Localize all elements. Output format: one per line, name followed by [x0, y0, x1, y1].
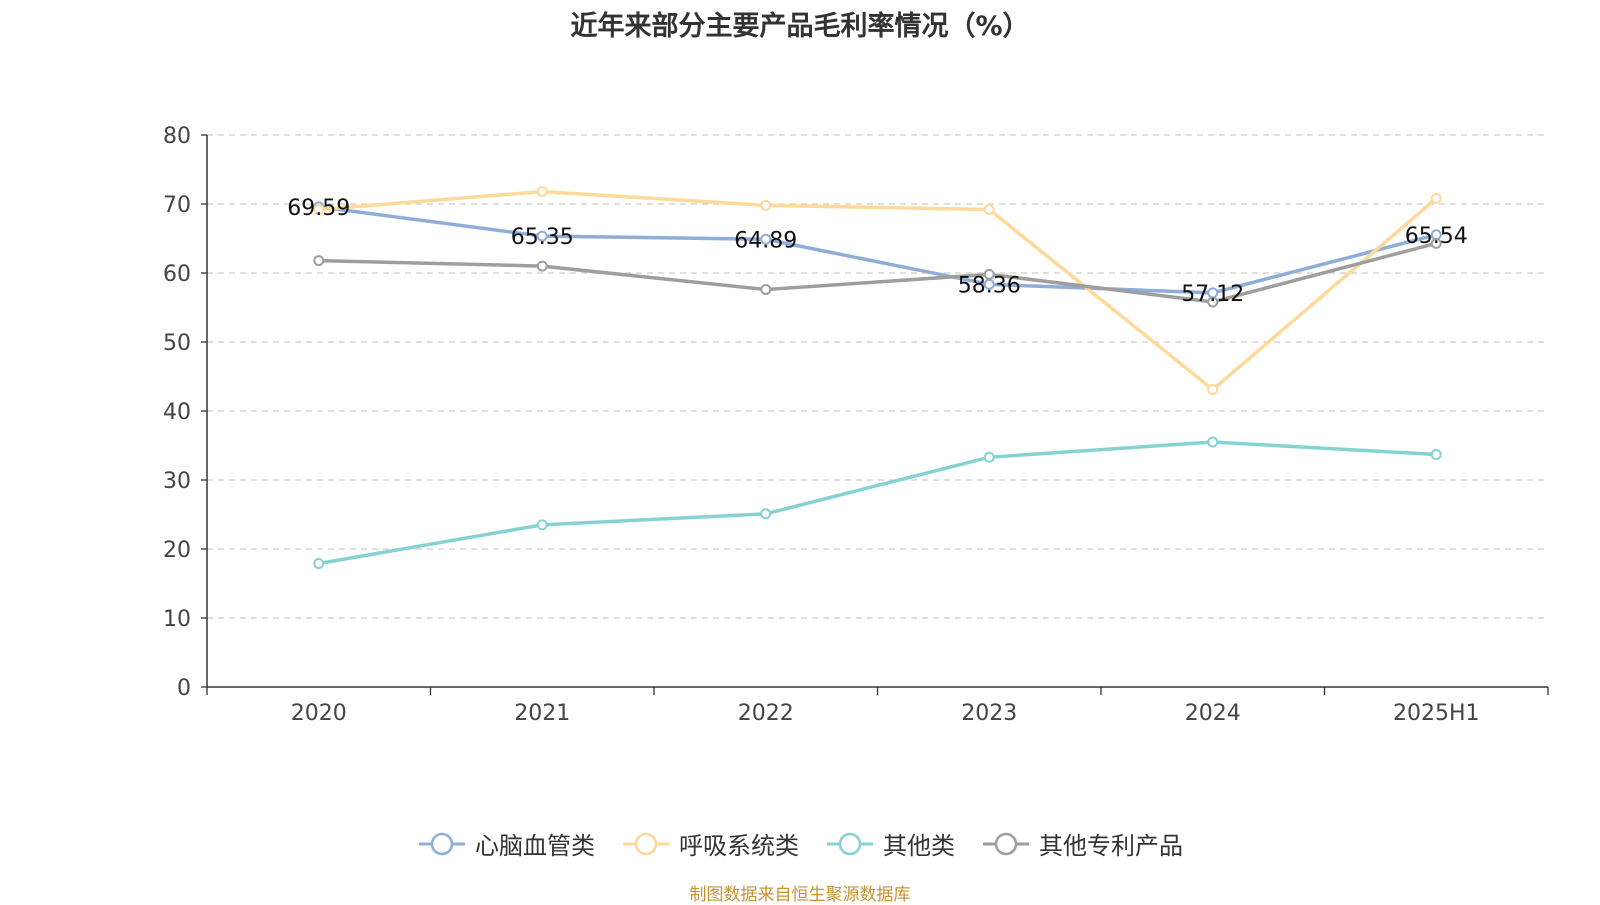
axes: 0 10 20 30 40 50 60 70 80 2020 2021 2022 2023 2024 202… [163, 124, 1549, 726]
y-tick-label: 80 [163, 124, 191, 149]
data-point [1207, 384, 1219, 396]
x-tick-label: 2023 [961, 701, 1017, 726]
data-point [536, 186, 548, 198]
series-line [317, 205, 1438, 295]
data-point [1207, 296, 1219, 308]
legend-label: 心脑血管类 [475, 832, 595, 860]
y-tick-label: 40 [163, 400, 191, 425]
legend-label: 其他专利产品 [1039, 832, 1183, 860]
legend-item[interactable]: 心脑血管类 [417, 826, 595, 861]
y-tick-label: 0 [177, 676, 191, 701]
data-point [760, 199, 772, 211]
data-point [1430, 448, 1442, 460]
series-line [317, 189, 1438, 392]
source-note: 制图数据来自恒生聚源数据库 [689, 885, 911, 905]
y-tick-label: 60 [163, 262, 191, 287]
data-label: 69.59 [287, 196, 350, 221]
legend-swatch-icon [623, 832, 669, 855]
series-line [317, 440, 1438, 566]
x-tick-label: 2020 [291, 701, 347, 726]
legend: 心脑血管类 呼吸系统类 其他类 其他专利产品 [0, 826, 1600, 861]
data-point [983, 204, 995, 216]
legend-item[interactable]: 呼吸系统类 [621, 826, 799, 861]
legend-swatch-icon [827, 832, 873, 855]
legend-item[interactable]: 其他类 [825, 826, 955, 861]
data-point [536, 260, 548, 272]
data-point [760, 508, 772, 520]
y-tick-label: 50 [163, 331, 191, 356]
data-point [1430, 192, 1442, 204]
data-point [760, 233, 772, 245]
legend-swatch-icon [419, 832, 465, 855]
y-tick-label: 10 [163, 607, 191, 632]
legend-label: 其他类 [883, 832, 955, 860]
chart-title: 近年来部分主要产品毛利率情况（%） [570, 11, 1030, 42]
data-point [760, 284, 772, 296]
data-point [536, 230, 548, 242]
data-point [313, 204, 325, 216]
y-tick-label: 20 [163, 538, 191, 563]
x-tick-label: 2021 [514, 701, 570, 726]
data-label: 64.89 [734, 228, 797, 253]
legend-label: 呼吸系统类 [679, 832, 799, 860]
data-point [1430, 237, 1442, 249]
x-tick-label: 2024 [1185, 701, 1241, 726]
x-tick-label: 2022 [738, 701, 794, 726]
grid-lines [207, 134, 1548, 619]
data-label: 57.12 [1181, 282, 1244, 307]
data-point [983, 451, 995, 463]
legend-swatch-icon [983, 832, 1029, 855]
legend-item[interactable]: 其他专利产品 [981, 826, 1183, 861]
data-label: 58.36 [958, 273, 1021, 298]
series-lines [313, 186, 1442, 569]
data-label: 65.35 [511, 225, 574, 250]
data-point [983, 268, 995, 280]
data-point [313, 255, 325, 267]
data-point [313, 557, 325, 569]
y-tick-label: 70 [163, 193, 191, 218]
x-tick-label: 2025H1 [1393, 701, 1480, 726]
data-labels: 69.59 65.35 64.89 58.36 57.12 65.54 [287, 196, 1467, 307]
data-point [536, 519, 548, 531]
data-point [1207, 436, 1219, 448]
data-label: 65.54 [1405, 224, 1468, 249]
y-tick-label: 30 [163, 469, 191, 494]
series-line [317, 241, 1438, 304]
